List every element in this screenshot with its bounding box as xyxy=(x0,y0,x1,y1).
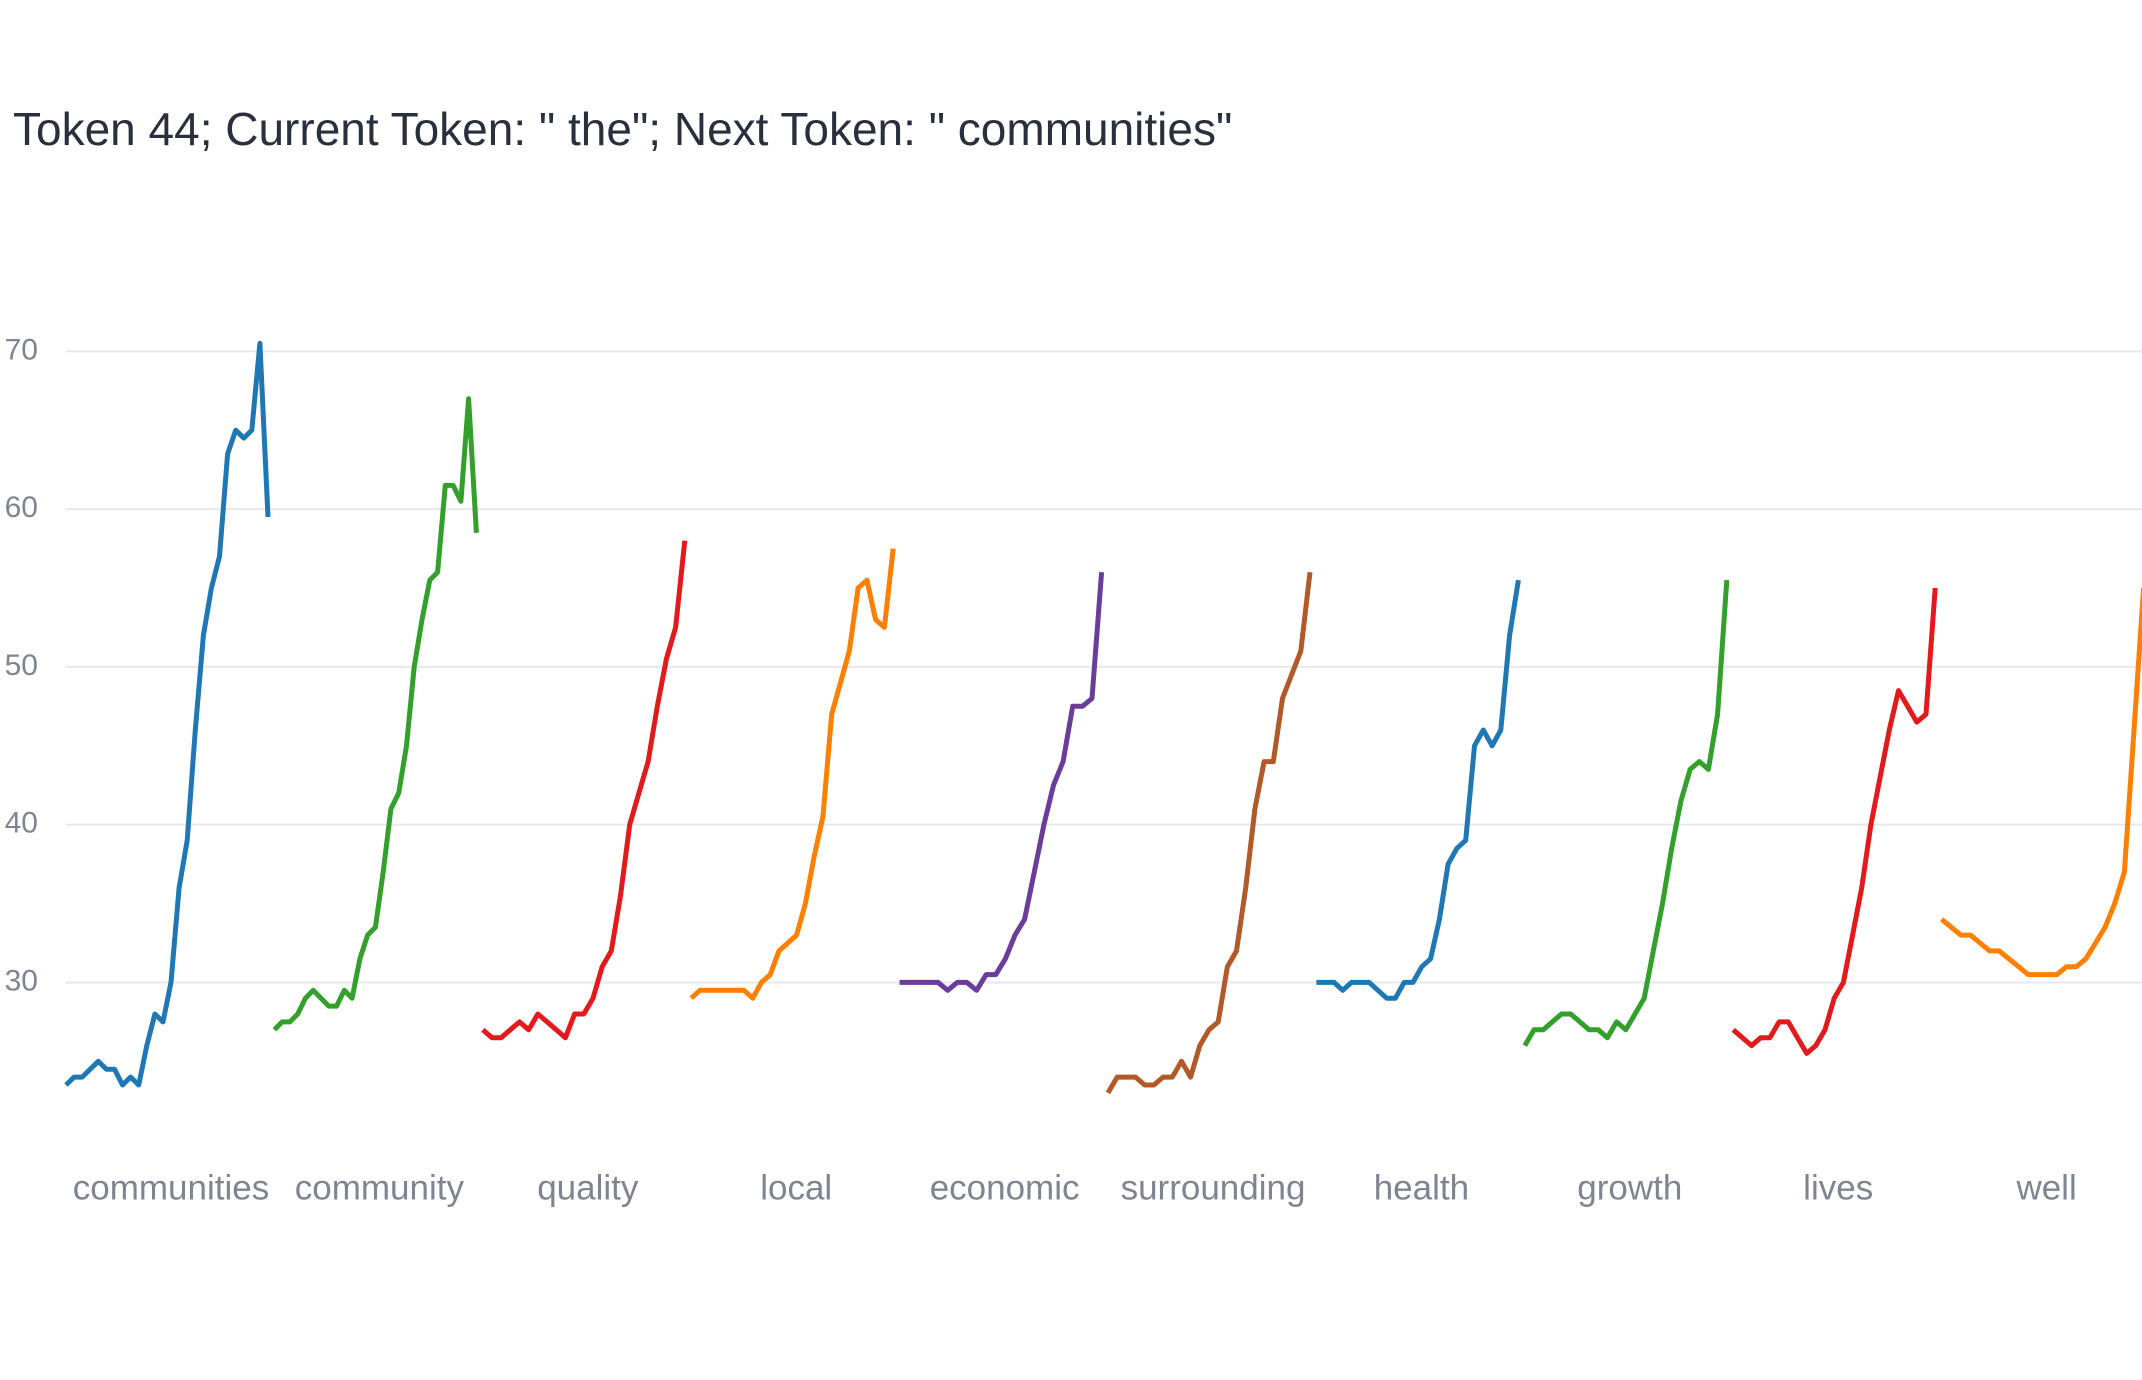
y-tick-label: 40 xyxy=(5,807,38,840)
x-category-label: lives xyxy=(1803,1168,1873,1207)
y-tick-label: 30 xyxy=(5,964,38,997)
x-category-label: local xyxy=(760,1168,832,1207)
series-line xyxy=(689,548,896,1001)
chart-title: Token 44; Current Token: " the"; Next To… xyxy=(13,103,1232,155)
series-line xyxy=(272,396,479,1032)
y-tick-label: 50 xyxy=(5,649,38,682)
y-tick-label: 70 xyxy=(5,333,38,366)
series-line xyxy=(481,540,688,1041)
series-line xyxy=(1731,587,1938,1056)
x-category-label: growth xyxy=(1577,1168,1682,1207)
series-line xyxy=(1940,587,2142,978)
series-line xyxy=(1105,571,1313,1095)
x-category-label: surrounding xyxy=(1121,1168,1306,1207)
x-category-label: economic xyxy=(930,1168,1080,1207)
series-line xyxy=(64,340,271,1088)
x-category-label: health xyxy=(1374,1168,1469,1207)
x-category-label: community xyxy=(295,1168,465,1207)
series-line xyxy=(899,572,1105,993)
x-category-label: communities xyxy=(73,1168,269,1207)
x-category-label: well xyxy=(2015,1168,2076,1207)
series-line xyxy=(1316,579,1521,1001)
y-tick-label: 60 xyxy=(5,491,38,524)
x-category-label: quality xyxy=(537,1168,639,1207)
series-line xyxy=(1522,579,1730,1047)
